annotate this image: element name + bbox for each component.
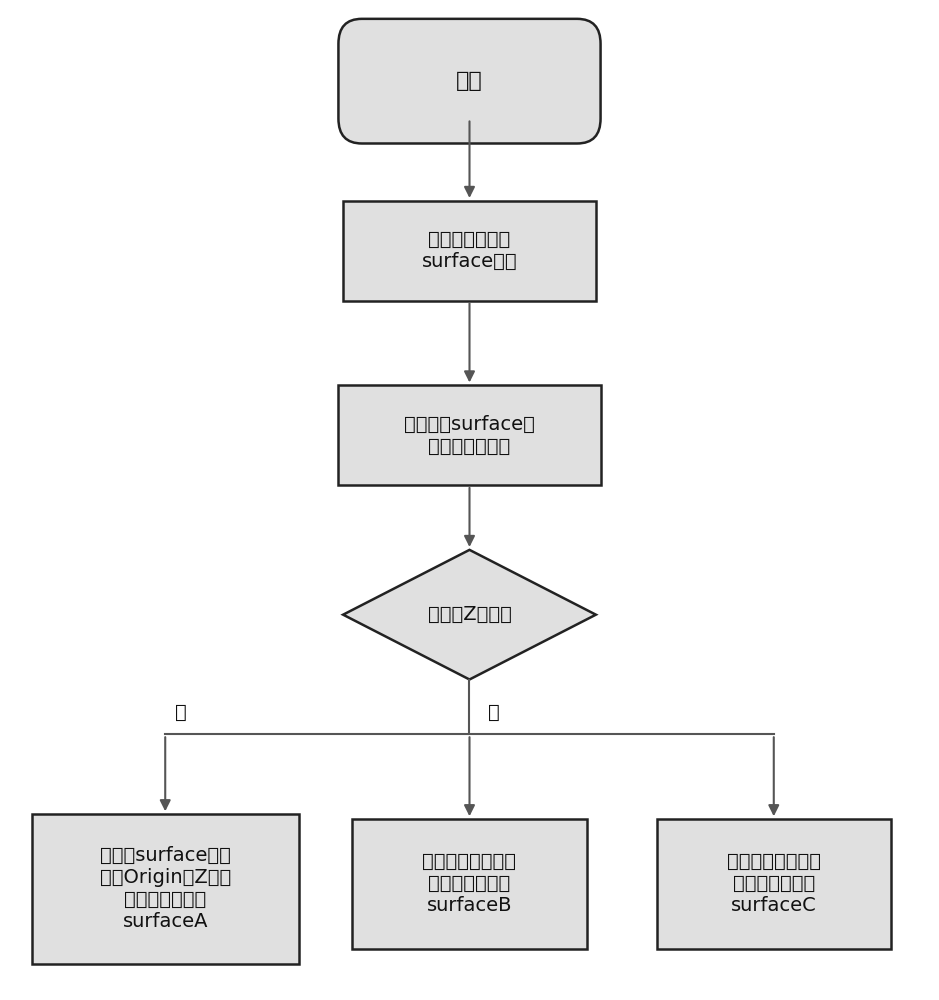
Text: 是: 是 (175, 703, 186, 722)
Polygon shape (343, 550, 596, 680)
Text: 否: 否 (488, 703, 500, 722)
Bar (32, 814, 299, 964)
Bar (352, 819, 587, 949)
Text: 面积较大的一组面
中任选一个面为
surfaceB: 面积较大的一组面 中任选一个面为 surfaceB (423, 852, 516, 915)
Text: 面积较小的一组面
中任选一个面为
surfaceC: 面积较小的一组面 中任选一个面为 surfaceC (727, 852, 821, 915)
Text: 取两个surface所在
平面Origin点Z分量
较大的为上表面
surfaceA: 取两个surface所在 平面Origin点Z分量 较大的为上表面 surfac… (100, 846, 231, 931)
Text: 获取所有承台的
surface参数: 获取所有承台的 surface参数 (422, 230, 517, 271)
Text: 开始: 开始 (456, 71, 483, 91)
Text: 是否与Z轴平行: 是否与Z轴平行 (427, 605, 512, 624)
Bar (343, 201, 596, 301)
Text: 获取所有surface所
在平面的法向量: 获取所有surface所 在平面的法向量 (404, 415, 535, 456)
Bar (338, 385, 601, 485)
Bar (656, 819, 891, 949)
FancyBboxPatch shape (338, 19, 601, 143)
